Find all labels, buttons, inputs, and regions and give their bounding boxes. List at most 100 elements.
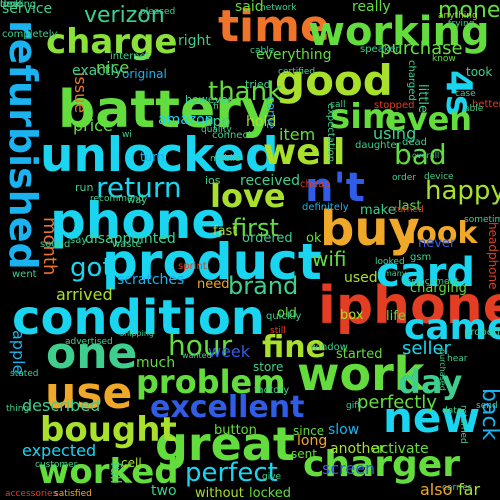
word-described-52: described bbox=[22, 396, 101, 415]
word-advertised-153: advertised bbox=[65, 337, 113, 347]
word-bad-37: bad bbox=[394, 138, 447, 171]
word-even-26: even bbox=[385, 100, 473, 138]
word-great-5: great bbox=[155, 417, 295, 471]
word-deal-176: deal bbox=[0, 0, 22, 10]
word-service-67: service bbox=[2, 1, 53, 17]
word-hold-62: hold bbox=[246, 114, 277, 130]
word-quickly-148: quickly bbox=[266, 311, 302, 322]
word-exactly-66: exactly bbox=[72, 63, 123, 79]
word-said-81: said bbox=[235, 0, 264, 15]
word-came-27: came bbox=[404, 307, 500, 348]
word-first-43: first bbox=[232, 214, 279, 242]
word-sprint-172: sprint bbox=[178, 261, 207, 272]
word-satisfied-99: satisfied bbox=[54, 489, 92, 499]
word-worked-20: worked bbox=[38, 452, 179, 492]
word-perfect-39: perfect bbox=[185, 458, 278, 488]
word-dead-126: dead bbox=[402, 137, 427, 148]
word-life-89: life bbox=[386, 309, 406, 324]
word-brand-44: brand bbox=[228, 272, 299, 300]
word-come-122: come bbox=[264, 96, 278, 130]
word-customer-100: customer bbox=[35, 460, 78, 470]
word-speaker-116: speaker bbox=[360, 44, 400, 55]
word-day-31: day bbox=[398, 363, 463, 401]
word-pleased-166: pleased bbox=[140, 7, 176, 17]
word-working-13: working bbox=[308, 9, 490, 55]
word-device-129: device bbox=[424, 172, 454, 182]
word-nt-15: n't bbox=[305, 165, 365, 211]
word-new-18: new bbox=[383, 393, 481, 442]
word-fi-170: fi bbox=[213, 102, 219, 112]
word-overall-127: overall bbox=[412, 151, 440, 160]
word-replacement-144: replacement bbox=[402, 277, 459, 287]
word-started-77: started bbox=[336, 347, 383, 362]
word-got-38: got bbox=[70, 253, 113, 283]
word-data-162: data bbox=[442, 406, 463, 416]
word-trying-167: trying bbox=[448, 19, 475, 29]
word-box-88: box bbox=[340, 308, 364, 323]
word-everything-54: everything bbox=[256, 47, 332, 63]
word-gsm-140: gsm bbox=[410, 252, 432, 263]
word-iphone-4: iphone bbox=[318, 276, 500, 336]
word-use-11: use bbox=[45, 368, 133, 419]
word-really-82: really bbox=[352, 0, 391, 15]
word-case-174: case bbox=[455, 89, 476, 99]
word-another-56: another bbox=[330, 441, 385, 457]
word-carrier-165: carrier bbox=[442, 483, 472, 493]
word-fine-32: fine bbox=[262, 330, 326, 365]
word-phone-0: phone bbox=[50, 192, 226, 250]
word-week-51: week bbox=[208, 342, 251, 361]
word-thank-36: thank bbox=[208, 77, 283, 107]
word-call-123: call bbox=[330, 100, 346, 110]
word-one-12: one bbox=[46, 328, 138, 379]
word-recommend-135: recommend bbox=[90, 194, 144, 204]
word-product-1: product bbox=[102, 233, 322, 291]
word-expected-47: expected bbox=[22, 441, 97, 460]
word-wifi-45: wifi bbox=[312, 247, 347, 271]
word-look-34: look bbox=[406, 216, 478, 251]
word-bought-21: bought bbox=[40, 410, 177, 450]
word-hear-146: hear bbox=[447, 354, 468, 364]
word-sometime-139: sometime bbox=[464, 215, 500, 225]
word-hour-33: hour bbox=[168, 329, 233, 362]
word-factory-151: factory bbox=[254, 385, 290, 396]
word-quality-131: quality bbox=[201, 125, 232, 135]
word-seller-50: seller bbox=[402, 338, 451, 359]
word-received-70: received bbox=[240, 173, 301, 189]
word-completely-113: completely bbox=[2, 29, 58, 40]
word-return-30: return bbox=[96, 171, 182, 204]
word-connect-130: connect bbox=[212, 130, 252, 141]
word-since-93: since bbox=[293, 424, 325, 438]
word-looked-142: looked bbox=[375, 257, 405, 267]
word-stopped-124: stopped bbox=[374, 100, 415, 111]
word-long-94: long bbox=[297, 433, 328, 449]
word-far-59: far bbox=[458, 480, 481, 499]
word-nice-65: nice bbox=[96, 58, 130, 77]
word-window-150: window bbox=[310, 342, 348, 353]
word-network-112: network bbox=[260, 3, 297, 13]
word-tried-110: tried bbox=[245, 78, 271, 91]
word-charging-90: charging bbox=[410, 281, 467, 296]
word-better-125: better bbox=[472, 99, 500, 110]
word-wi-171: wi bbox=[122, 130, 132, 140]
word-internet-111: internet bbox=[110, 51, 150, 62]
word-battery-2: battery bbox=[58, 80, 275, 140]
word-many-143: many bbox=[384, 269, 407, 278]
word-way-134: way bbox=[127, 195, 148, 206]
word-cheap-137: cheap bbox=[300, 179, 331, 190]
word-thing-159: thing bbox=[6, 404, 30, 414]
word-much-75: much bbox=[136, 355, 176, 371]
word-mobile-132: mobile bbox=[210, 154, 241, 164]
word-price-64: price bbox=[73, 116, 113, 135]
word-arrived-72: arrived bbox=[56, 285, 113, 304]
word-love-29: love bbox=[210, 177, 286, 215]
word-full-96: full bbox=[107, 462, 123, 484]
word-purchased-147: purchased bbox=[438, 349, 447, 391]
word-accessories-98: accessories bbox=[5, 489, 58, 499]
word-cell-97: cell bbox=[121, 456, 142, 470]
word-screen-53: screen bbox=[322, 459, 376, 478]
word-charge-19: charge bbox=[46, 22, 178, 62]
word-problem-22: problem bbox=[136, 363, 286, 401]
word-good-9: good bbox=[275, 56, 393, 105]
word-perfectly-49: perfectly bbox=[357, 392, 437, 413]
